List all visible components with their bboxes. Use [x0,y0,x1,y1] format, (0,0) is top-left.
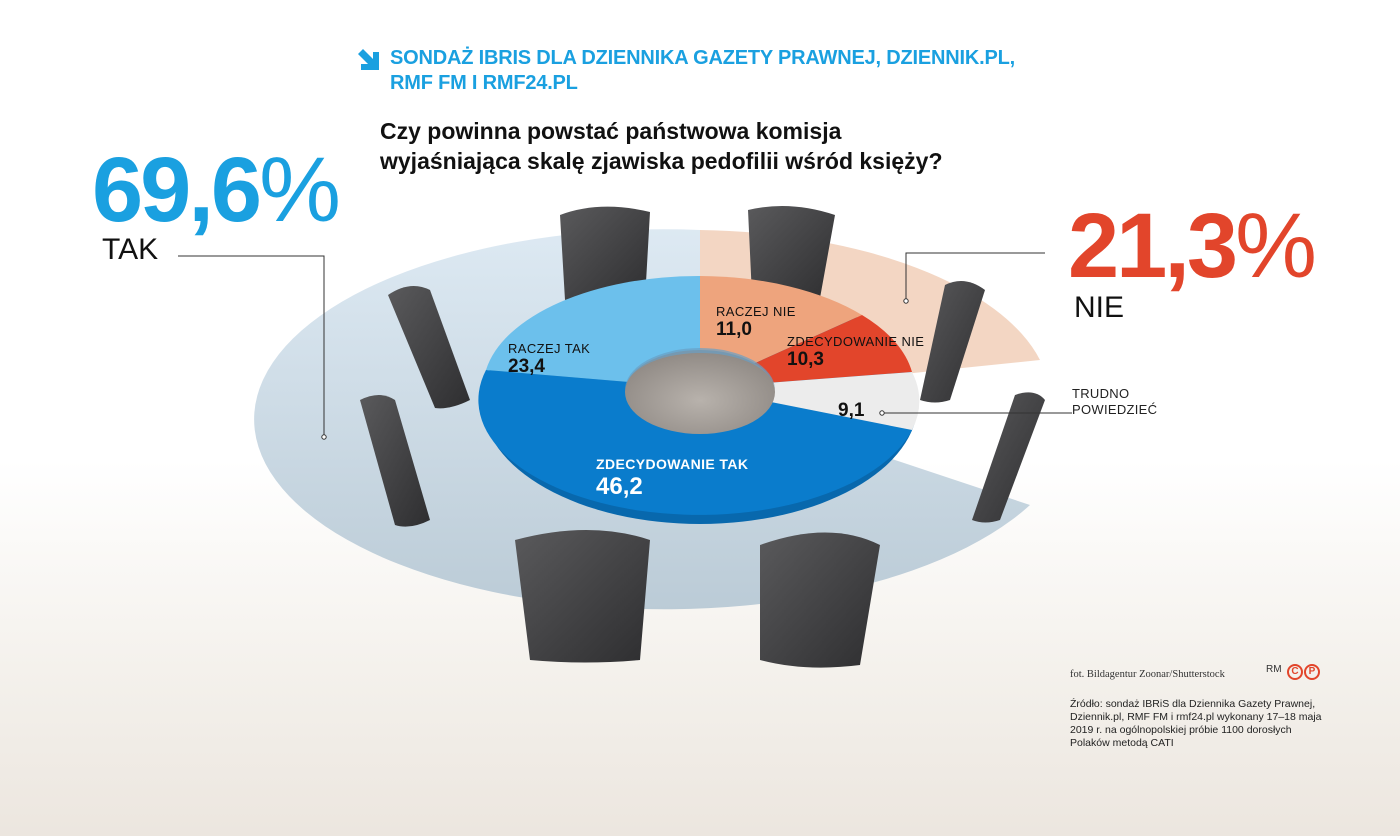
chairs-decoration [360,206,1045,668]
photo-credit: fot. Bildagentur Zoonar/Shutterstock [1070,669,1225,680]
slice-raczej-tak [486,275,700,388]
tak-number: 69,6 [92,139,262,241]
zdecydowanie-nie-value: 10,3 [787,349,824,370]
zdecydowanie-nie-text: ZDECYDOWANIE NIE [787,334,925,349]
survey-source-header: SONDAŻ IBRiS DLA DZIENNIKA GAZETY PRAWNE… [358,46,1015,96]
raczej-nie-text: RACZEJ NIE [716,304,796,319]
question-line-2: wyjaśniająca skalę zjawiska pedofilii wś… [380,148,943,174]
trudno-line-1: TRUDNO [1072,386,1130,401]
tak-percent-sign: % [259,139,341,241]
total-nie-label: NIE [1074,291,1125,324]
question-title: Czy powinna powstać państwowa komisja wy… [380,116,1020,176]
raczej-tak-text: RACZEJ TAK [508,341,591,356]
leader-lines [178,252,1072,440]
total-tak-value: 69,6% [92,139,341,241]
source-note: Źródło: sondaż IBRiS dla Dziennika Gazet… [1070,698,1322,749]
label-trudno-powiedziec: TRUDNO POWIEDZIEĆ [1072,386,1157,418]
raczej-nie-value: 11,0 [716,319,752,340]
slice-zdecydowanie-tak [478,370,912,515]
label-raczej-tak: RACZEJ TAK 23,4 [508,341,590,378]
trudno-powiedziec-value: 9,1 [838,400,865,421]
copyright-p-icon: P [1304,664,1320,680]
trudno-line-2: POWIEDZIEĆ [1072,402,1158,417]
label-trudno-value: 9,1 [838,400,864,422]
copyright-badges: C P [1287,664,1320,680]
copyright-c-icon: C [1287,664,1303,680]
table-center-hole [625,350,775,434]
nie-number: 21,3 [1068,195,1238,297]
label-raczej-nie: RACZEJ NIE 11,0 [716,304,796,341]
zdecydowanie-tak-value: 46,2 [596,473,643,500]
source-line-2: RMF FM I RMF24.PL [390,72,578,94]
zdecydowanie-tak-text: ZDECYDOWANIE TAK [596,456,749,472]
total-nie-value: 21,3% [1068,195,1317,297]
label-zdecydowanie-tak: ZDECYDOWANIE TAK 46,2 [596,456,748,502]
question-line-1: Czy powinna powstać państwowa komisja [380,118,842,144]
rm-mark: RM [1266,664,1282,675]
nie-percent-sign: % [1235,195,1317,297]
arrow-down-right-icon [358,49,379,70]
source-line-1: SONDAŻ IBRiS DLA DZIENNIKA GAZETY PRAWNE… [390,47,1015,69]
label-zdecydowanie-nie: ZDECYDOWANIE NIE 10,3 [787,334,924,371]
total-tak-label: TAK [102,233,159,266]
raczej-tak-value: 23,4 [508,356,545,377]
